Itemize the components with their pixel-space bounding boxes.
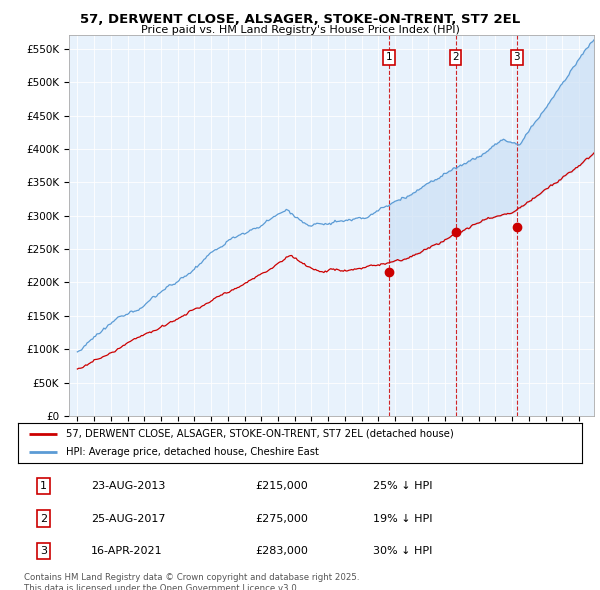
Text: 23-AUG-2013: 23-AUG-2013: [91, 481, 166, 491]
Text: 57, DERWENT CLOSE, ALSAGER, STOKE-ON-TRENT, ST7 2EL: 57, DERWENT CLOSE, ALSAGER, STOKE-ON-TRE…: [80, 13, 520, 26]
Text: 1: 1: [40, 481, 47, 491]
Text: 25% ↓ HPI: 25% ↓ HPI: [373, 481, 433, 491]
Text: 2: 2: [40, 514, 47, 523]
Text: 16-APR-2021: 16-APR-2021: [91, 546, 163, 556]
Text: £283,000: £283,000: [255, 546, 308, 556]
Text: 19% ↓ HPI: 19% ↓ HPI: [373, 514, 433, 523]
Text: 3: 3: [40, 546, 47, 556]
Text: 25-AUG-2017: 25-AUG-2017: [91, 514, 166, 523]
Text: Contains HM Land Registry data © Crown copyright and database right 2025.
This d: Contains HM Land Registry data © Crown c…: [24, 573, 359, 590]
Text: Price paid vs. HM Land Registry's House Price Index (HPI): Price paid vs. HM Land Registry's House …: [140, 25, 460, 35]
Text: 30% ↓ HPI: 30% ↓ HPI: [373, 546, 433, 556]
Text: 57, DERWENT CLOSE, ALSAGER, STOKE-ON-TRENT, ST7 2EL (detached house): 57, DERWENT CLOSE, ALSAGER, STOKE-ON-TRE…: [66, 429, 454, 439]
Text: 2: 2: [452, 53, 459, 63]
Text: 1: 1: [386, 53, 392, 63]
Text: £275,000: £275,000: [255, 514, 308, 523]
Text: HPI: Average price, detached house, Cheshire East: HPI: Average price, detached house, Ches…: [66, 447, 319, 457]
Text: 3: 3: [514, 53, 520, 63]
Text: £215,000: £215,000: [255, 481, 308, 491]
